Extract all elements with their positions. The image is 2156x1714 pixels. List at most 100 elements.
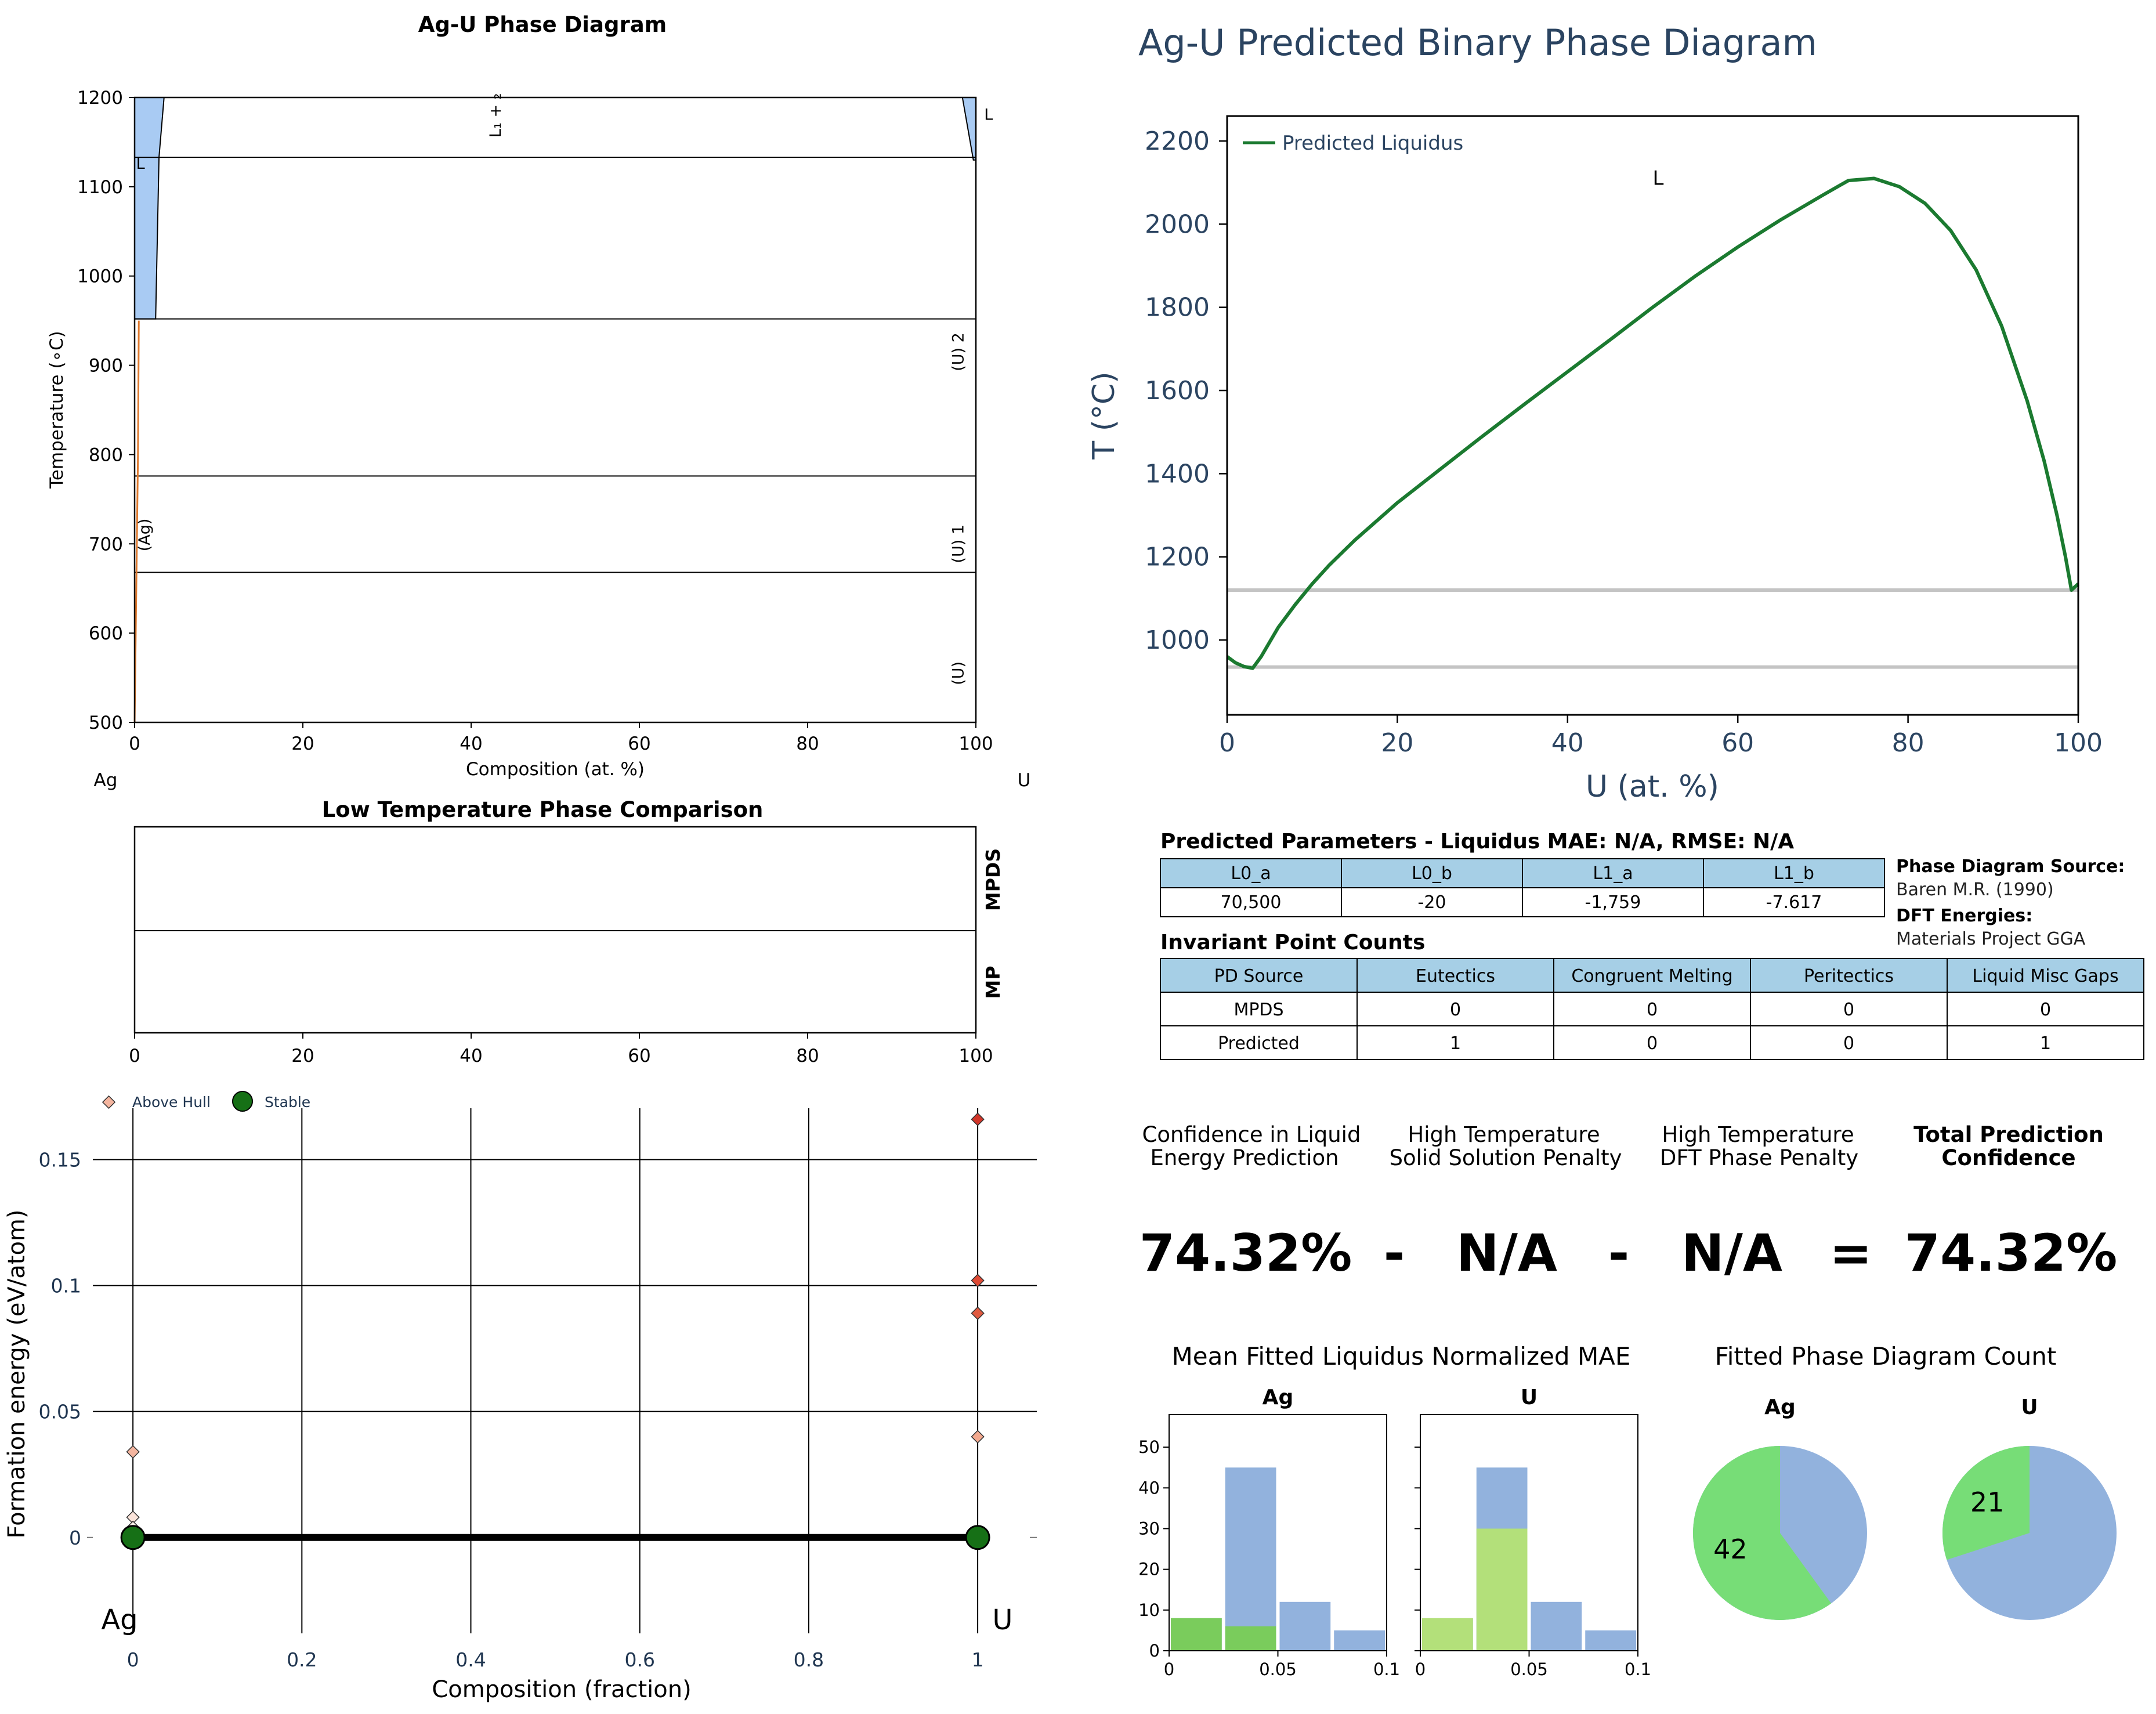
mae-ytick-label: 20 [1138, 1560, 1160, 1579]
inv-cell-text: 0 [1843, 1000, 1854, 1020]
low-temp-xtick-label: 0 [129, 1046, 140, 1066]
params-value-cell [1341, 887, 1523, 917]
exp-ytick-label: 500 [89, 713, 123, 733]
exp-pd-ylabel: Temperature (∘C) [46, 331, 67, 489]
low-temp-row-mp: MP [982, 966, 1004, 999]
exp-liquid-region-right [961, 97, 976, 161]
mae-ytick-label: 30 [1138, 1518, 1160, 1538]
exp-pd-ticks: 0 20 40 60 80 100 500 600 700 800 900 1000 1100 1200 [77, 88, 993, 754]
inv-cell [1356, 1025, 1554, 1060]
pred-pd-frame [1226, 115, 2079, 716]
hull-above-point [126, 1510, 140, 1524]
exp-liquid-region-left [134, 97, 165, 320]
exp-phase-diagram: Ag-U Phase Diagram L L L₁ + ₂ (U) 2 (Ag) (U) … [46, 12, 1030, 791]
pred-ytick-label: 1800 [1145, 293, 1210, 323]
hull-grid: 0 0.2 0.4 0.6 0.8 1 0 0.05 0.1 0.15 [39, 1108, 1037, 1671]
pred-pd-ylabel: T (°C) [1087, 371, 1122, 460]
exp-xtick-label: 0 [129, 733, 140, 754]
mae-bar-total [1279, 1601, 1331, 1651]
mae-xtick-label: 0 [1164, 1659, 1174, 1679]
mae-panel-frame [1420, 1414, 1638, 1651]
low-temp-comparison: Low Temperature Phase Comparison MPDS MP… [129, 797, 1004, 1066]
hull-legend-above-label: Above Hull [132, 1094, 211, 1111]
pred-xtick-label: 100 [2054, 728, 2103, 758]
hull-above-point [971, 1306, 985, 1321]
mae-xtick-label: 0.05 [1510, 1659, 1548, 1679]
pie-label: 21 [1970, 1487, 2005, 1518]
exp-region-label: L [984, 106, 993, 124]
exp-pd-left-element: Ag [94, 770, 118, 791]
inv-header-cell [1553, 958, 1751, 993]
mae-xtick-label: 0 [1415, 1659, 1426, 1679]
exp-ytick-label: 900 [89, 356, 123, 377]
inv-header-text: Peritectics [1804, 966, 1894, 986]
low-temp-xtick-label: 100 [958, 1046, 993, 1066]
confidence-value-total: 74.32% [1905, 1223, 2118, 1283]
confidence-label-dft-2: DFT Phase Penalty [1660, 1145, 1858, 1170]
confidence-equation: Confidence in Liquid Energy Prediction H… [1140, 1122, 2118, 1283]
exp-ytick-label: 800 [89, 444, 123, 465]
hull-right-element: U [992, 1604, 1012, 1636]
mae-bar-fitted [1171, 1618, 1222, 1651]
mae-bar-total [1225, 1467, 1276, 1651]
inv-cell-text: 1 [2040, 1033, 2051, 1054]
hull-above-point [971, 1112, 985, 1126]
params-value-cell [1160, 887, 1342, 917]
hull-legend-stable-label: Stable [265, 1094, 310, 1111]
mae-bar-total [1585, 1630, 1636, 1651]
pred-ytick-label: 2200 [1145, 126, 1210, 156]
hull-xlabel: Composition (fraction) [432, 1676, 691, 1703]
hull-above-point [126, 1445, 140, 1459]
exp-xtick-label: 40 [460, 733, 482, 754]
inv-cell-text: 0 [1647, 1000, 1658, 1020]
pie-panel-title: Ag [1764, 1395, 1796, 1419]
source-dft-label: DFT Energies: [1896, 906, 2032, 926]
inv-cell [1160, 992, 1358, 1026]
exp-xtick-label: 20 [291, 733, 314, 754]
params-header-text: L0_a [1231, 863, 1271, 884]
inv-cell [1750, 992, 1948, 1026]
params-header-text: L1_a [1593, 863, 1633, 884]
source-info: Phase Diagram Source: Baren M.R. (1990) … [1896, 856, 2125, 949]
exp-region-label: L [136, 155, 145, 173]
confidence-label-dft-1: High Temperature [1662, 1122, 1854, 1147]
hull-left-element: Ag [101, 1604, 138, 1636]
low-temp-frame [133, 826, 977, 1034]
pred-pd-xlabel: U (at. %) [1586, 769, 1719, 804]
mae-histograms: Mean Fitted Liquidus Normalized MAE Ag0 0… [1138, 1342, 1651, 1679]
confidence-value-solid: N/A [1456, 1223, 1557, 1283]
pred-xtick-label: 60 [1721, 728, 1754, 758]
low-temp-xtick-label: 20 [291, 1046, 314, 1066]
pred-ytick-label: 1400 [1145, 459, 1210, 489]
confidence-value-liquid: 74.32% [1140, 1223, 1352, 1283]
exp-ytick-label: 1000 [77, 266, 123, 287]
hull-above-point [971, 1274, 985, 1288]
exp-region-label: L₁ + ₂ [487, 93, 505, 138]
count-title: Fitted Phase Diagram Count [1715, 1342, 2057, 1371]
exp-region-label: (U) 1 [949, 525, 967, 563]
hull-legend: Above Hull Stable [102, 1091, 310, 1112]
pred-pd-legend: Predicted Liquidus [1243, 132, 1463, 155]
confidence-op-minus-2: - [1608, 1223, 1630, 1283]
hull-ytick-label: 0.15 [39, 1149, 81, 1171]
hull-ytick-label: 0 [69, 1527, 81, 1549]
exp-pd-xlabel: Composition (at. %) [466, 759, 645, 780]
hull-legend-above-marker [102, 1095, 116, 1109]
pred-legend-label: Predicted Liquidus [1282, 132, 1463, 155]
low-temp-title: Low Temperature Phase Comparison [322, 797, 764, 822]
mae-bar-fitted [1225, 1626, 1276, 1651]
confidence-label-liquid-1: Confidence in Liquid [1142, 1122, 1361, 1147]
mae-panel-frame [1169, 1414, 1387, 1651]
low-temp-row-mpds: MPDS [982, 848, 1004, 911]
hull-xtick-label: 0.6 [624, 1648, 654, 1671]
hull-ylabel: Formation energy (eV/atom) [3, 1210, 30, 1539]
pred-pd-ticks: 0 20 40 60 80 100 1000 1200 1400 1600 1800 2000 2200 [1145, 126, 2103, 758]
confidence-value-dft: N/A [1681, 1223, 1782, 1283]
hull-stable-point [965, 1525, 990, 1550]
pred-ytick-label: 1200 [1145, 543, 1210, 572]
pred-pd-plot: L [1226, 167, 2080, 670]
inv-cell [1160, 1025, 1358, 1060]
pie-slice-fitted [1692, 1446, 1832, 1621]
hull-xtick-label: 1 [972, 1648, 984, 1671]
